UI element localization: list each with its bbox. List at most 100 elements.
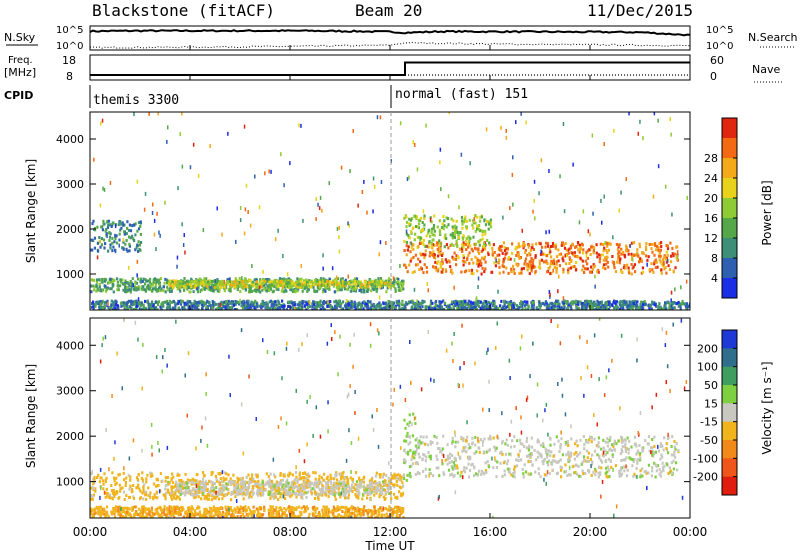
heatmap-cell <box>197 495 200 499</box>
heatmap-cell <box>549 272 552 276</box>
heatmap-cell <box>318 480 321 484</box>
heatmap-cell <box>288 285 291 288</box>
heatmap-cell <box>458 236 461 240</box>
heatmap-cell <box>276 279 279 283</box>
heatmap-cell <box>457 304 461 308</box>
heatmap-cell <box>184 493 187 497</box>
heatmap-cell <box>431 233 434 237</box>
heatmap-cell <box>360 290 363 294</box>
heatmap-cell <box>223 289 226 293</box>
heatmap-cell <box>170 493 173 497</box>
heatmap-cell <box>614 301 617 305</box>
heatmap-cell <box>501 251 504 255</box>
heatmap-cell <box>215 281 219 285</box>
heatmap-cell <box>214 281 217 285</box>
heatmap-cell <box>296 280 299 284</box>
heatmap-cell <box>520 271 523 275</box>
heatmap-cell <box>121 486 124 490</box>
heatmap-cell <box>203 497 206 501</box>
heatmap-cell <box>363 304 367 308</box>
heatmap-cell <box>290 305 293 309</box>
heatmap-cell <box>570 307 573 310</box>
heatmap-cell <box>256 473 259 477</box>
heatmap-cell <box>132 303 135 307</box>
heatmap-cell <box>466 302 469 306</box>
heatmap-cell <box>106 492 109 495</box>
heatmap-cell <box>453 257 456 261</box>
heatmap-cell <box>579 256 582 260</box>
heatmap-cell <box>600 300 603 304</box>
heatmap-cell <box>292 480 295 484</box>
heatmap-cell <box>400 282 403 286</box>
heatmap-cell <box>142 303 145 307</box>
heatmap-cell <box>631 304 634 308</box>
heatmap-cell <box>349 305 352 309</box>
noise-right-label: N.Search <box>748 31 798 44</box>
frequency-left-tick-bottom: 8 <box>66 70 73 83</box>
heatmap-cell <box>270 279 273 283</box>
heatmap-cell <box>159 289 162 293</box>
heatmap-cell <box>106 220 109 224</box>
heatmap-cell <box>589 306 592 310</box>
heatmap-cell <box>294 280 298 284</box>
heatmap-cell <box>319 280 322 284</box>
heatmap-cell <box>297 282 300 286</box>
heatmap-cell <box>300 493 303 497</box>
heatmap-cell <box>129 290 132 294</box>
heatmap-cell <box>598 260 601 264</box>
heatmap-cell <box>268 169 270 174</box>
heatmap-cell <box>534 265 537 269</box>
heatmap-cell <box>605 307 608 310</box>
heatmap-cell <box>352 287 355 291</box>
heatmap-cell <box>538 300 541 304</box>
heatmap-cell <box>648 303 651 307</box>
heatmap-cell <box>308 474 311 478</box>
heatmap-cell <box>401 481 404 485</box>
heatmap-cell <box>347 303 350 307</box>
heatmap-cell <box>344 278 347 282</box>
heatmap-cell <box>616 248 619 252</box>
heatmap-cell <box>247 473 250 477</box>
heatmap-cell <box>189 282 192 286</box>
heatmap-cell <box>340 165 343 170</box>
heatmap-cell <box>556 302 559 306</box>
heatmap-cell <box>338 235 340 240</box>
heatmap-cell <box>263 303 266 306</box>
heatmap-cell <box>242 497 245 501</box>
heatmap-cell <box>558 274 560 279</box>
heatmap-cell <box>256 288 259 291</box>
heatmap-cell <box>277 285 280 289</box>
heatmap-cell <box>111 283 114 287</box>
heatmap-cell <box>484 305 487 309</box>
heatmap-cell <box>307 478 310 482</box>
heatmap-cell <box>479 306 482 310</box>
heatmap-cell <box>659 254 662 258</box>
heatmap-cell <box>415 216 418 220</box>
heatmap-cell <box>333 300 336 304</box>
heatmap-cell <box>127 473 130 477</box>
heatmap-cell <box>349 476 352 480</box>
heatmap-cell <box>439 147 442 152</box>
heatmap-cell <box>479 259 482 263</box>
heatmap-cell <box>137 483 140 487</box>
heatmap-cell <box>639 302 642 306</box>
heatmap-cell <box>474 246 477 250</box>
heatmap-cell <box>498 258 501 262</box>
heatmap-cell <box>439 252 442 256</box>
heatmap-cell <box>132 307 136 310</box>
heatmap-cell <box>411 227 414 230</box>
heatmap-cell <box>123 305 126 309</box>
heatmap-cell <box>187 303 190 307</box>
heatmap-cell <box>138 243 141 247</box>
heatmap-cell <box>142 490 145 494</box>
heatmap-cell <box>367 287 370 291</box>
heatmap-cell <box>197 279 200 283</box>
heatmap-cell <box>501 307 504 310</box>
heatmap-cell <box>301 496 304 500</box>
heatmap-cell <box>218 483 221 487</box>
heatmap-cell <box>140 476 143 480</box>
heatmap-cell <box>645 248 648 252</box>
heatmap-cell <box>580 307 583 310</box>
heatmap-cell <box>462 220 465 224</box>
heatmap-cell <box>154 300 157 304</box>
